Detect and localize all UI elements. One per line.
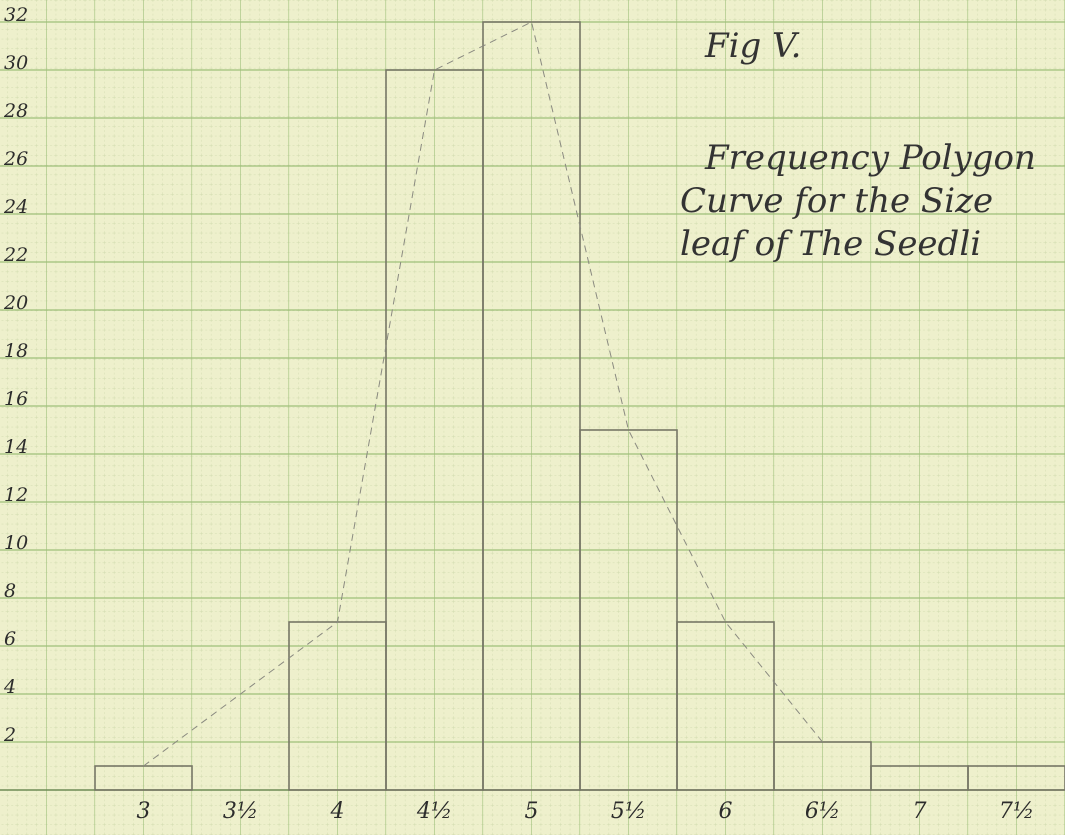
annotation: leaf of The Seedli [680,224,981,264]
y-tick-label: 20 [3,292,28,314]
x-tick-label: 7 [913,799,927,824]
x-tick-label: 6 [719,799,733,824]
x-tick-label: 5½ [611,799,646,824]
y-tick-label: 28 [3,100,28,122]
x-tick-label: 3½ [223,799,258,824]
major-grid [0,0,1065,835]
y-tick-label: 24 [3,196,28,218]
annotation: Curve for the Size [680,181,993,221]
y-tick-label: 4 [3,676,16,698]
chart: 246810121416182022242628303233½44½55½66½… [0,0,1065,835]
y-tick-label: 8 [4,580,16,602]
chart-title: Fig V. [704,26,801,66]
x-tick-label: 4½ [416,799,452,824]
y-tick-label: 2 [3,724,16,746]
x-tick-label: 7½ [999,799,1034,824]
y-tick-label: 18 [4,340,28,362]
x-tick-label: 5 [525,799,539,824]
x-tick-label: 3 [137,799,151,824]
y-tick-label: 12 [4,484,28,506]
annotation: Frequency Polygon [704,138,1036,178]
x-tick-label: 4 [330,799,345,824]
y-tick-label: 10 [4,532,28,554]
y-tick-label: 32 [4,4,28,26]
y-tick-label: 6 [4,628,16,650]
y-tick-label: 16 [4,388,28,410]
y-tick-label: 26 [3,148,28,170]
x-tick-label: 6½ [805,799,840,824]
y-tick-label: 30 [4,52,28,74]
y-tick-label: 14 [4,436,28,458]
y-tick-label: 22 [3,244,28,266]
